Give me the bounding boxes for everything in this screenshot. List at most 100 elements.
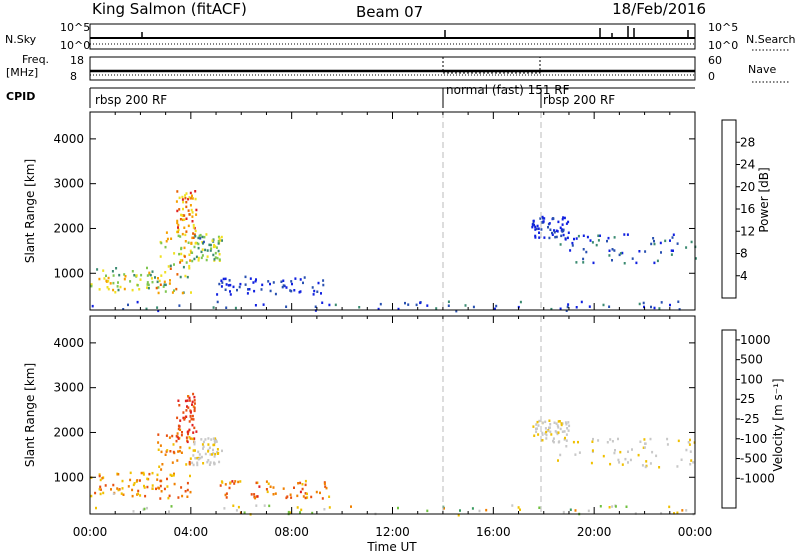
scatter-point (192, 236, 195, 239)
colorbar-tick-label: 4 (740, 269, 748, 283)
scatter-point (549, 423, 552, 426)
scatter-point (519, 300, 522, 304)
scatter-point (311, 511, 314, 515)
scatter-point (112, 288, 115, 292)
scatter-point (203, 235, 206, 239)
scatter-point (146, 485, 149, 489)
scatter-point (166, 485, 169, 488)
scatter-point (157, 286, 160, 289)
scatter-point (559, 453, 562, 457)
scatter-point (154, 276, 156, 279)
scatter-point (218, 253, 221, 256)
station-title: King Salmon (fitACF) (92, 0, 247, 18)
scatter-point (472, 305, 475, 309)
scatter-point (105, 279, 108, 283)
scatter-point (282, 487, 285, 490)
scatter-point (485, 508, 488, 512)
scatter-point (168, 494, 171, 498)
scatter-point (567, 220, 570, 224)
scatter-point (187, 197, 190, 201)
scatter-point (540, 221, 543, 224)
scatter-point (261, 283, 264, 287)
y-tick-label: 4000 (53, 336, 84, 350)
nsky-label: N.Sky (5, 33, 37, 46)
scatter-point (196, 461, 199, 464)
scatter-point (688, 443, 691, 446)
scatter-point (202, 242, 204, 245)
scatter-point (185, 205, 188, 209)
scatter-point (160, 274, 163, 277)
scatter-point (194, 457, 197, 460)
scatter-point (561, 230, 564, 233)
scatter-point (567, 303, 570, 306)
y-tick-label: 3000 (53, 177, 84, 191)
scatter-point (274, 292, 277, 296)
scatter-point (215, 246, 218, 249)
freq-tick-bottom: 8 (70, 70, 77, 83)
scatter-point (185, 463, 188, 466)
scatter-point (272, 281, 275, 284)
scatter-point (180, 246, 183, 250)
scatter-point (563, 216, 566, 220)
scatter-point (182, 411, 185, 414)
scatter-point (567, 429, 570, 432)
scatter-point (194, 190, 197, 193)
scatter-point (106, 286, 109, 289)
scatter-point (670, 249, 673, 252)
scatter-point (435, 307, 438, 310)
scatter-point (237, 480, 240, 484)
scatter-point (545, 433, 548, 437)
scatter-point (552, 440, 555, 444)
scatter-point (211, 239, 214, 242)
scatter-point (209, 453, 212, 456)
scatter-point (213, 455, 216, 458)
scatter-point (181, 259, 184, 262)
scatter-point (191, 197, 194, 200)
scatter-point (164, 453, 167, 456)
scatter-point (191, 414, 194, 418)
scatter-point (189, 437, 192, 440)
scatter-point (544, 420, 547, 424)
scatter-point (163, 280, 166, 284)
scatter-point (573, 237, 575, 241)
scatter-point (231, 480, 234, 483)
scatter-point (299, 481, 302, 485)
scatter-point (255, 481, 258, 485)
scatter-point (220, 480, 223, 483)
scatter-point (186, 399, 189, 402)
scatter-point (151, 471, 154, 475)
scatter-point (678, 308, 681, 311)
scatter-point (254, 496, 257, 500)
scatter-point (90, 494, 93, 498)
scatter-point (537, 227, 540, 230)
scatter-point (689, 450, 692, 453)
scatter-point (129, 471, 132, 475)
scatter-point (571, 241, 574, 245)
power-y-ticks: 1000 2000 3000 4000 (53, 132, 695, 280)
scatter-point (140, 273, 143, 277)
scatter-point (210, 247, 213, 250)
scatter-point (156, 478, 159, 481)
scatter-point (193, 442, 196, 446)
scatter-point (676, 465, 679, 468)
scatter-point (569, 508, 572, 511)
y-tick-label: 2000 (53, 425, 84, 439)
scatter-point (163, 283, 166, 286)
scatter-point (175, 434, 178, 438)
scatter-point (222, 277, 225, 281)
scatter-point (143, 484, 145, 488)
scatter-point (197, 458, 200, 461)
scatter-point (188, 420, 191, 423)
scatter-point (267, 280, 270, 283)
scatter-point (151, 484, 154, 487)
scatter-point (531, 223, 534, 226)
scatter-point (653, 242, 656, 246)
scatter-point (299, 278, 302, 281)
scatter-point (151, 280, 154, 284)
scatter-point (165, 231, 168, 234)
scatter-point (170, 474, 173, 477)
nsky-panel: N.Sky 10^5 10^0 10^5 10^0 N.Search (5, 21, 796, 52)
scatter-point (123, 273, 126, 276)
scatter-point (180, 433, 183, 437)
scatter-point (623, 262, 626, 265)
